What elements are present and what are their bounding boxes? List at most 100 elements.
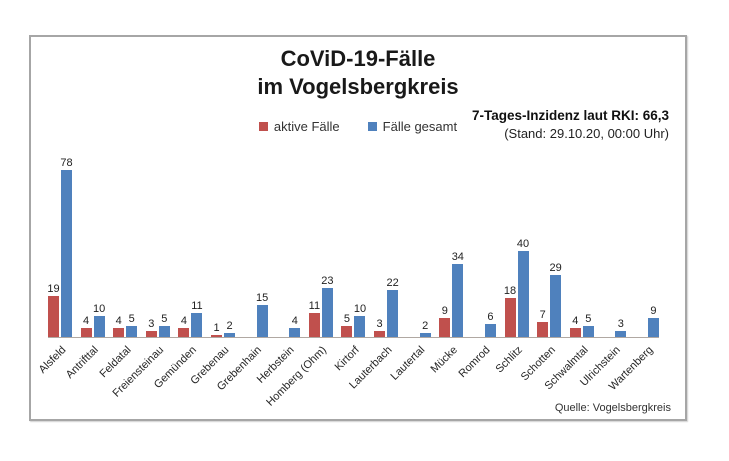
bar-group: 5 10 Kirtorf xyxy=(333,302,367,373)
bar-slot: 29 xyxy=(549,261,562,337)
bar-aktive-faelle xyxy=(374,331,386,337)
bar-aktive-faelle xyxy=(537,322,549,337)
legend-label-aktive-faelle: aktive Fälle xyxy=(273,119,340,134)
bar-group: 2 Lautertal xyxy=(388,320,431,383)
bar-faelle-gesamt xyxy=(615,331,627,337)
x-axis-label: Schlitz xyxy=(493,344,526,376)
value-label: 11 xyxy=(308,299,321,312)
bar-aktive-faelle xyxy=(178,328,190,337)
bar-pair: 18 40 xyxy=(503,237,530,337)
value-label: 4 xyxy=(291,314,298,327)
bar-slot: 4 xyxy=(289,314,301,337)
bar-faelle-gesamt xyxy=(289,328,301,337)
bar-slot: 10 xyxy=(92,302,106,337)
value-label: 10 xyxy=(92,302,106,315)
bar-pair: 2 xyxy=(407,320,431,337)
bar-faelle-gesamt xyxy=(158,326,170,337)
bar-slot: 22 xyxy=(386,276,399,337)
value-label: 7 xyxy=(539,308,546,321)
value-label: 5 xyxy=(343,312,351,325)
bar-slot: 11 xyxy=(309,300,320,337)
value-label: 3 xyxy=(617,317,624,330)
bar-faelle-gesamt xyxy=(256,305,268,337)
bar-slot: 4 xyxy=(80,314,92,337)
bar-aktive-faelle xyxy=(504,298,516,337)
bar-group: 9 Wartenberg xyxy=(607,305,659,393)
bar-slot: 3 xyxy=(374,318,386,337)
legend-label-faelle-gesamt: Fälle gesamt xyxy=(382,119,458,134)
bar-pair: 7 29 xyxy=(537,261,562,337)
bar-group: 11 23 Homberg (Ohm) xyxy=(265,274,334,409)
value-label: 40 xyxy=(516,237,530,250)
legend-item-aktive-faelle: aktive Fälle xyxy=(258,119,340,134)
bar-group: 4 10 Antrifttal xyxy=(64,302,106,381)
bar-group: 4 Herbstein xyxy=(255,314,301,386)
bar-slot: 3 xyxy=(615,317,627,337)
legend-item-faelle-gesamt: Fälle gesamt xyxy=(367,119,458,134)
value-label: 11 xyxy=(191,299,203,312)
bar-slot: 5 xyxy=(158,313,170,337)
incidence-value: 7-Tages-Inzidenz laut RKI: 66,3 xyxy=(471,108,669,123)
bar-slot: 9 xyxy=(439,304,451,337)
value-label: 78 xyxy=(60,156,73,169)
value-label: 4 xyxy=(83,314,90,327)
bar-slot: 18 xyxy=(503,284,517,337)
bar-slot: 5 xyxy=(582,312,594,337)
chart-frame: CoViD-19-Fälle im Vogelsbergkreis aktive… xyxy=(29,35,687,421)
value-label: 10 xyxy=(353,302,367,315)
bar-slot: 4 xyxy=(569,315,581,337)
bar-group: 19 78 Alsfeld xyxy=(37,156,73,376)
bar-faelle-gesamt xyxy=(419,333,431,337)
value-label: 19 xyxy=(47,282,60,295)
bar-group: 9 34 Mücke xyxy=(428,251,464,375)
bar-slot: 40 xyxy=(516,237,530,337)
legend-swatch-blue-icon xyxy=(367,122,377,131)
bar-aktive-faelle xyxy=(80,328,92,337)
bar-group: 3 Ulrichstein xyxy=(578,317,627,389)
bar-group: 4 5 Schwalmtal xyxy=(542,312,594,392)
value-label: 5 xyxy=(585,312,592,325)
bar-group: 4 11 Gemünden xyxy=(152,299,203,391)
bar-slot: 10 xyxy=(353,302,367,337)
plot-area: 19 78 Alsfeld 4 10 Antrifttal 4 5 Feldatal 3 5 Frei… xyxy=(37,156,659,409)
bar-faelle-gesamt xyxy=(93,316,105,337)
bar-faelle-gesamt xyxy=(550,275,562,337)
legend-swatch-red-icon xyxy=(258,122,268,131)
value-label: 9 xyxy=(441,304,448,317)
x-axis-label: Homberg (Ohm) xyxy=(264,344,330,409)
value-label: 29 xyxy=(549,261,562,274)
bar-aktive-faelle xyxy=(341,326,353,337)
bar-group: 6 Romrod xyxy=(456,311,496,380)
bar-slot: 3 xyxy=(145,318,157,337)
bar-faelle-gesamt xyxy=(191,313,203,337)
bar-group: 1 2 Grebenau xyxy=(188,319,236,387)
legend: aktive Fälle Fälle gesamt xyxy=(31,119,685,134)
value-label: 23 xyxy=(321,274,334,287)
bar-slot: 19 xyxy=(47,282,60,337)
value-label: 5 xyxy=(128,312,135,325)
bar-slot: 11 xyxy=(191,299,203,337)
bar-slot: 4 xyxy=(113,315,125,337)
chart-title-line2: im Vogelsbergkreis xyxy=(257,73,459,99)
bar-pair: 5 10 xyxy=(341,302,367,337)
bar-aktive-faelle xyxy=(48,296,59,337)
bar-slot: 78 xyxy=(60,156,73,337)
value-label: 2 xyxy=(226,319,233,332)
bar-slot: 15 xyxy=(256,292,268,337)
incidence-date: (Stand: 29.10.20, 00:00 Uhr) xyxy=(504,126,669,142)
bar-group: 18 40 Schlitz xyxy=(494,237,530,375)
value-label: 18 xyxy=(503,284,517,297)
value-label: 22 xyxy=(386,276,399,289)
bar-group: 4 5 Feldatal xyxy=(98,312,138,380)
bar-pair: 9 xyxy=(635,305,659,337)
bar-faelle-gesamt xyxy=(354,316,366,337)
bar-pair: 4 xyxy=(276,314,301,337)
x-axis-label: Romrod xyxy=(456,344,493,381)
bar-pair: 4 11 xyxy=(178,299,203,337)
source-note: Quelle: Vogelsbergkreis xyxy=(554,402,671,414)
bar-faelle-gesamt xyxy=(484,324,496,337)
value-label: 1 xyxy=(213,321,220,334)
